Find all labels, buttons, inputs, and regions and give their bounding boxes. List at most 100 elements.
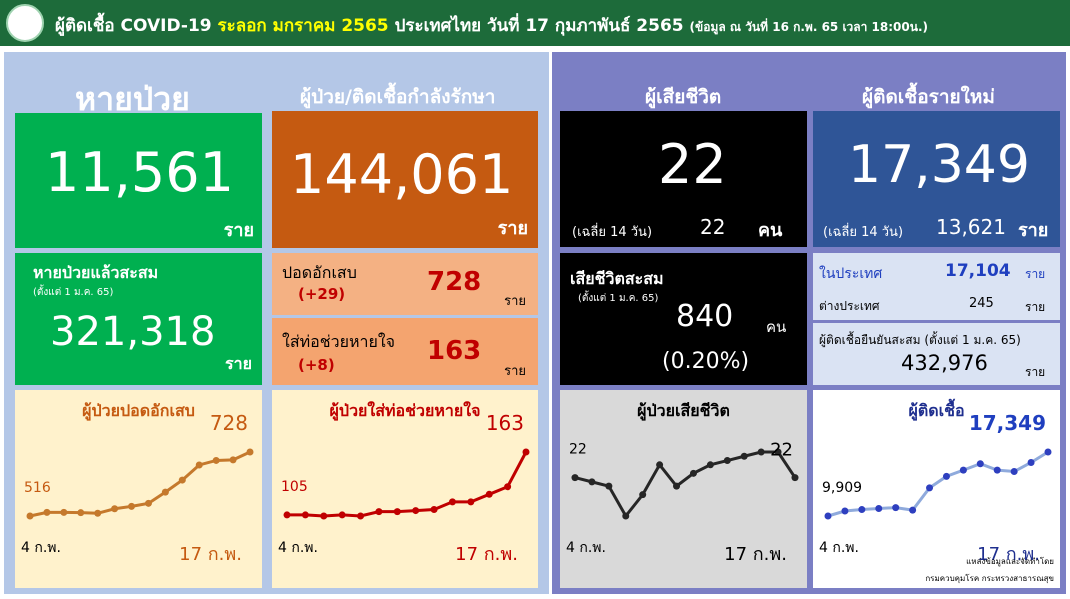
unit: ราย (1025, 365, 1046, 379)
point (283, 511, 291, 519)
point (338, 511, 346, 519)
note: (ตั้งแต่ 1 ม.ค. 65) (33, 287, 114, 298)
data-label: 22 (770, 440, 793, 461)
label: ใส่ท่อช่วยหายใจ (282, 332, 396, 351)
card: 144,061 ราย (272, 111, 538, 248)
unit: ราย (1025, 300, 1046, 314)
big-value: 17,349 (848, 135, 1030, 195)
point (926, 484, 934, 492)
header: ผู้ติดเชื้อ COVID-19 ระลอก มกราคม 2565 ป… (0, 0, 1070, 46)
point (1010, 468, 1018, 476)
point (571, 474, 579, 482)
point (246, 448, 254, 456)
point (43, 508, 51, 516)
source: แหล่งข้อมูลและจัดทำโดย กรมควบคุมโรค กระท… (925, 555, 1054, 585)
point (60, 508, 68, 516)
chart: ผู้ป่วยปอดอักเสบ 516 728 4 ก.พ. 17 ก.พ. (15, 390, 262, 588)
point (522, 448, 530, 456)
point (824, 512, 832, 520)
point (1044, 448, 1052, 456)
point (791, 474, 799, 482)
value: 432,976 (901, 351, 988, 375)
point (229, 456, 237, 464)
label: หายป่วยแล้วสะสม (33, 263, 159, 282)
point (128, 502, 136, 510)
point (858, 506, 866, 514)
label: ต่างประเทศ (819, 299, 880, 313)
label: ในประเทศ (819, 266, 883, 282)
value: 13,621 (936, 215, 1006, 239)
big-value: 22 (658, 133, 727, 196)
data-label: 516 (24, 480, 51, 496)
value: 163 (427, 336, 482, 366)
unit: ราย (1025, 267, 1046, 281)
point (774, 448, 782, 456)
unit: คน (758, 220, 783, 241)
card: เสียชีวิตสะสม (ตั้งแต่ 1 ม.ค. 65) 840 คน… (560, 253, 807, 385)
point (689, 469, 697, 477)
point (993, 466, 1001, 474)
title-part: ประเทศไทย วันที่ 17 กุมภาพันธ์ 2565 (394, 16, 684, 36)
heading: ผู้ติดเชื้อรายใหม่ (862, 86, 995, 108)
x-tick-label: 17 ก.พ. (977, 544, 1040, 565)
point (504, 483, 512, 491)
value: 840 (676, 299, 734, 334)
point (740, 452, 748, 460)
point (656, 461, 664, 469)
unit: ราย (497, 218, 528, 239)
point (622, 512, 630, 520)
note: (เฉลี่ย 14 วัน) (572, 225, 653, 240)
logo (6, 4, 44, 42)
value: 245 (969, 296, 994, 311)
title-part: ผู้ติดเชื้อ COVID-19 (55, 16, 212, 36)
point (706, 461, 714, 469)
title-part: ระลอก มกราคม 2565 (217, 16, 389, 36)
point (673, 482, 681, 490)
point (448, 498, 456, 506)
point (605, 482, 613, 490)
card: 11,561 ราย (15, 113, 262, 248)
note: (ตั้งแต่ 1 ม.ค. 65) (578, 293, 659, 304)
point (757, 448, 765, 456)
source-line: กรมควบคุมโรค กระทรวงสาธารณสุข (925, 574, 1054, 583)
label: ผู้ติดเชื้อยืนยันสะสม (ตั้งแต่ 1 ม.ค. 65… (819, 333, 1021, 347)
data-label: 9,909 (822, 480, 862, 496)
point (467, 498, 475, 506)
rate: (0.20%) (662, 349, 750, 374)
point (161, 488, 169, 496)
x-tick-label: 4 ก.พ. (566, 540, 606, 556)
chart-title: ผู้ป่วยเสียชีวิต (637, 401, 730, 422)
chart-title: ผู้ป่วยใส่ท่อช่วยหายใจ (330, 401, 481, 422)
chart: ผู้ติดเชื้อ 9,909 17,349 4 ก.พ. 17 ก.พ. (813, 390, 1060, 588)
point (639, 491, 647, 499)
point (94, 509, 102, 517)
card: ผู้ติดเชื้อยืนยันสะสม (ตั้งแต่ 1 ม.ค. 65… (813, 323, 1060, 385)
data-label: 105 (281, 479, 308, 495)
point (430, 505, 438, 513)
x-tick-label: 17 ก.พ. (724, 544, 787, 565)
point (588, 478, 596, 486)
point (144, 499, 152, 507)
point (485, 490, 493, 498)
unit: ราย (223, 220, 254, 241)
point (909, 506, 917, 514)
point (77, 509, 85, 517)
chart-title: ผู้ป่วยปอดอักเสบ (82, 401, 195, 422)
x-tick-label: 17 ก.พ. (179, 544, 242, 565)
chart-title: ผู้ติดเชื้อ (908, 398, 964, 422)
series-line (287, 451, 528, 518)
chart: ผู้ป่วยใส่ท่อช่วยหายใจ 105 163 4 ก.พ. 17 ก.พ… (272, 390, 538, 588)
point (195, 461, 203, 469)
data-label: 163 (486, 411, 524, 435)
note: (เฉลี่ย 14 วัน) (823, 225, 904, 240)
value: 22 (700, 215, 726, 239)
point (26, 512, 34, 520)
point (976, 460, 984, 468)
chart: ผู้ป่วยเสียชีวิต 22 22 4 ก.พ. 17 ก.พ. (560, 390, 807, 588)
unit: ราย (504, 364, 526, 379)
point (723, 457, 731, 465)
big-value: 144,061 (290, 143, 514, 206)
change: (+8) (298, 356, 335, 374)
card: ปอดอักเสบ (+29) 728 ราย (272, 253, 538, 315)
